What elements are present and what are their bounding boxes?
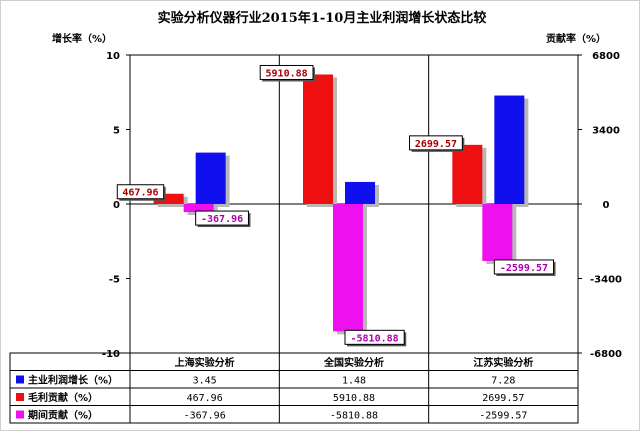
data-label: 5910.88 (266, 68, 308, 79)
legend-label: 毛利贡献（%） (28, 391, 98, 404)
data-label-box (493, 259, 555, 275)
table-cell: 467.96 (187, 393, 223, 404)
y-right-tick-label: 0 (603, 200, 610, 211)
bar (482, 204, 513, 261)
bar (183, 204, 214, 213)
bar (153, 193, 184, 204)
y-left-tick-label: 0 (113, 200, 120, 211)
table-cell: -367.96 (184, 411, 226, 422)
data-label-box (259, 64, 314, 80)
data-label: 2699.57 (415, 139, 457, 150)
table-cell: -5810.88 (330, 411, 378, 422)
category-label: 上海实验分析 (175, 356, 235, 369)
table-cell: 5910.88 (333, 393, 375, 404)
data-label-box (409, 135, 463, 151)
chart-title: 实验分析仪器行业2015年1-10月主业利润增长状态比较 (158, 10, 487, 26)
data-label: -5810.88 (351, 333, 399, 344)
y-right-tick-label: 3400 (592, 126, 620, 137)
y-left-tick-label: -5 (109, 275, 120, 286)
bar (452, 144, 483, 204)
bar (333, 204, 363, 332)
legend-swatch (16, 375, 24, 384)
y-left-tick-label: -10 (102, 349, 120, 360)
table-cell: -2599.57 (479, 411, 527, 422)
category-label: 江苏实验分析 (473, 356, 533, 369)
y-left-tick-label: 5 (113, 126, 120, 137)
bar (345, 181, 375, 204)
table-cell: 3.45 (193, 376, 217, 387)
legend-swatch (16, 393, 24, 401)
data-label: -2599.57 (500, 263, 548, 274)
legend-swatch (16, 410, 24, 419)
legend-label: 期间贡献（%） (28, 409, 98, 422)
y-right-tick-label: 6800 (592, 51, 620, 62)
data-label-box (344, 329, 405, 345)
y-left-axis-label: 增长率（%） (52, 32, 112, 45)
plot-area: 10 5 0 -5 -10 6800 3400 0 -3400 -6800 467.96 -367.9… (102, 51, 622, 360)
table-cell: 7.28 (491, 376, 515, 387)
y-right-axis-label: 贡献率（%） (546, 32, 606, 45)
bar (303, 74, 333, 205)
data-label: -367.96 (201, 214, 243, 225)
bar (494, 95, 525, 204)
table-cell: 1.48 (342, 376, 366, 387)
y-left-tick-label: 10 (106, 51, 120, 62)
y-right-tick-label: -3400 (590, 275, 622, 286)
legend-label: 主业利润增长（%） (28, 374, 118, 387)
category-label: 全国实验分析 (323, 356, 384, 369)
data-label-box (116, 184, 165, 200)
bar (195, 152, 226, 204)
y-right-tick-label: -6800 (590, 349, 622, 360)
data-label-box (195, 210, 249, 226)
table-cell: 2699.57 (482, 393, 524, 404)
data-label: 467.96 (122, 188, 158, 199)
